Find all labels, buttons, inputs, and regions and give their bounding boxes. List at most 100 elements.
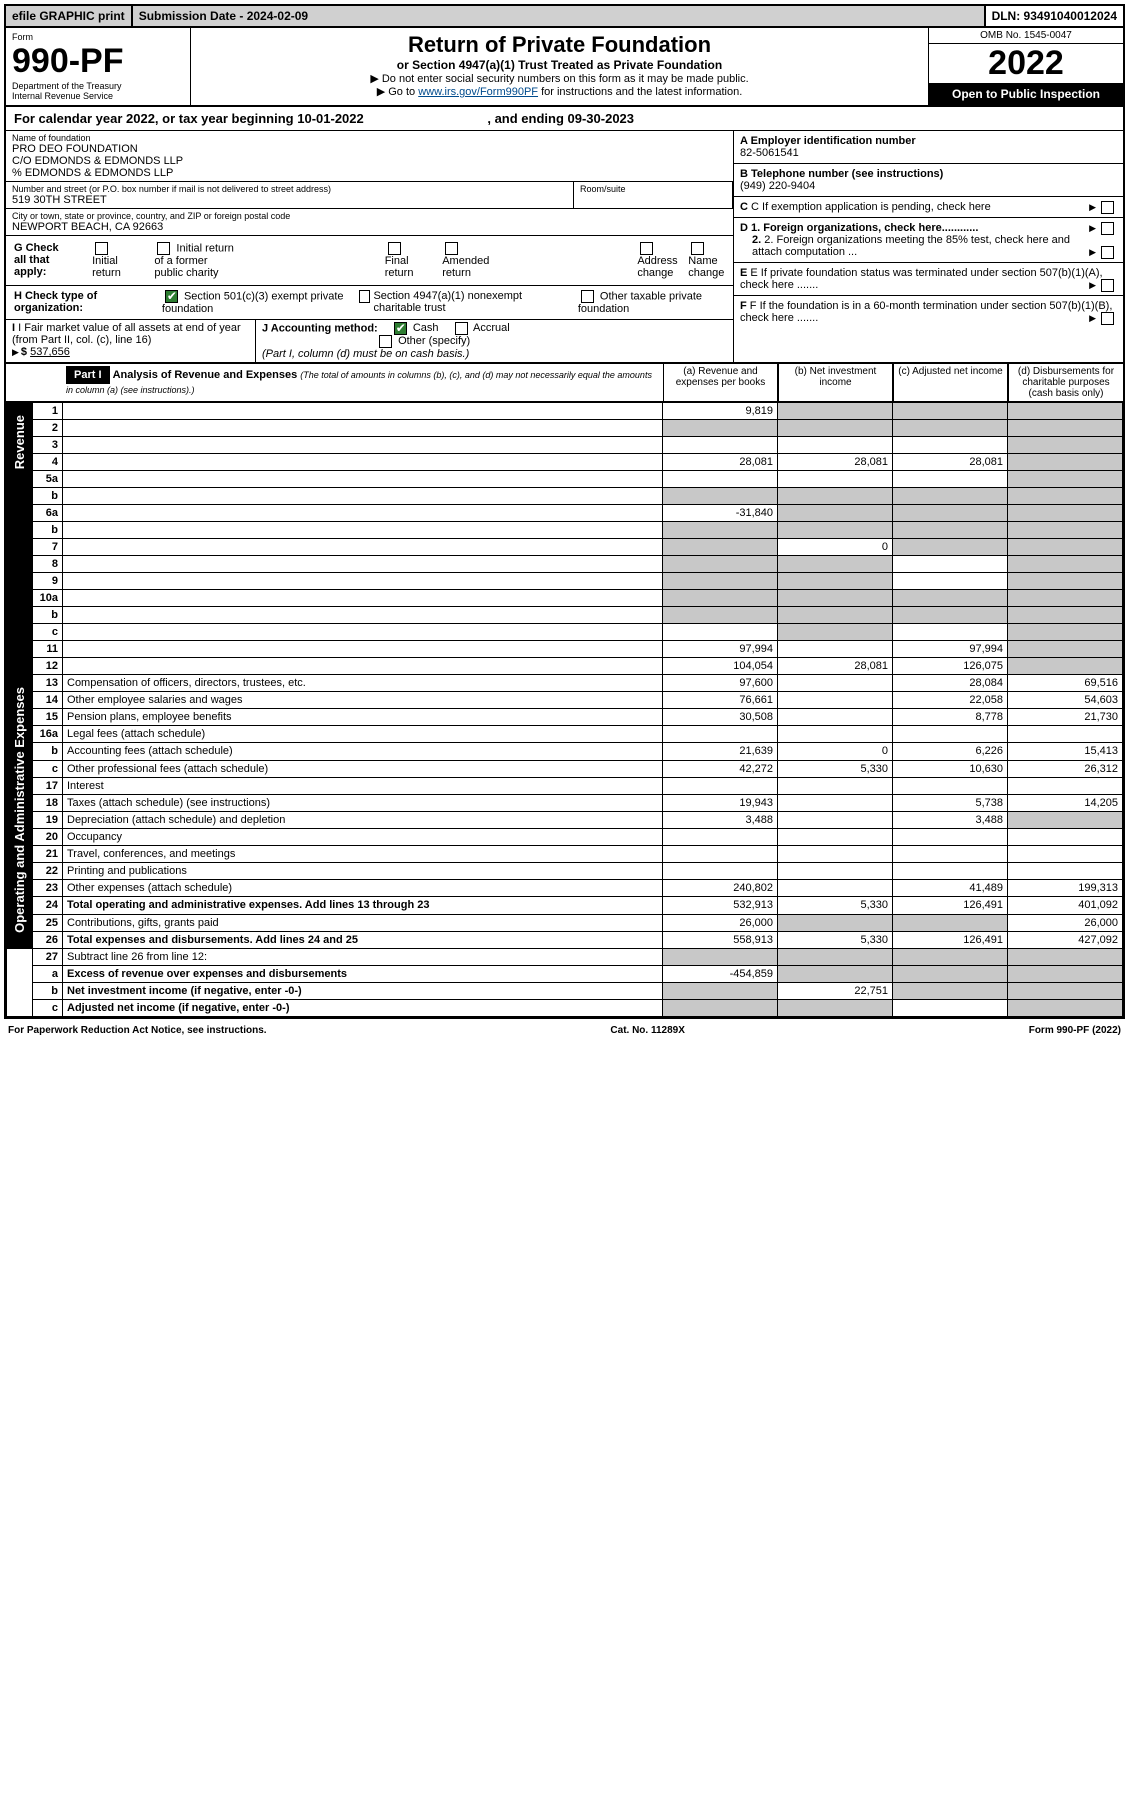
table-row: 15 Pension plans, employee benefits 30,5…: [7, 709, 1123, 726]
g-opt-0: Initial return: [92, 255, 121, 279]
table-cell: [663, 846, 778, 863]
line-number: a: [33, 965, 63, 982]
table-cell: [893, 777, 1008, 794]
j-note: (Part I, column (d) must be on cash basi…: [262, 348, 469, 360]
checkbox-other-method[interactable]: [379, 335, 392, 348]
g-opt-4: Address change: [637, 255, 677, 279]
line-number: 27: [33, 948, 63, 965]
table-cell: 97,600: [663, 675, 778, 692]
table-row: 26 Total expenses and disbursements. Add…: [7, 931, 1123, 948]
line-number: 17: [33, 777, 63, 794]
table-row: b: [7, 607, 1123, 624]
table-row: 25 Contributions, gifts, grants paid 26,…: [7, 914, 1123, 931]
table-row: 8: [7, 556, 1123, 573]
line-number: 21: [33, 846, 63, 863]
table-row: b: [7, 522, 1123, 539]
line-description: Travel, conferences, and meetings: [63, 846, 663, 863]
checkbox-cash[interactable]: [394, 322, 407, 335]
checkbox-f[interactable]: [1101, 312, 1114, 325]
table-cell: [663, 982, 778, 999]
checkbox-address-change[interactable]: [640, 242, 653, 255]
table-cell: 21,730: [1008, 709, 1123, 726]
final-side: [7, 948, 33, 1016]
table-row: 23 Other expenses (attach schedule) 240,…: [7, 880, 1123, 897]
table-cell: [663, 726, 778, 743]
d2-label: 2. Foreign organizations meeting the 85%…: [752, 234, 1070, 258]
table-cell: 5,330: [778, 760, 893, 777]
line-number: b: [33, 982, 63, 999]
table-cell: [893, 607, 1008, 624]
name-block: Name of foundation PRO DEO FOUNDATION C/…: [6, 131, 733, 181]
line-number: 4: [33, 454, 63, 471]
b-label: B Telephone number (see instructions): [740, 168, 943, 180]
block-b: B Telephone number (see instructions) (9…: [734, 164, 1123, 197]
instr-link[interactable]: www.irs.gov/Form990PF: [418, 86, 538, 98]
checkbox-d2[interactable]: [1101, 246, 1114, 259]
line-number: 1: [33, 403, 63, 420]
line-description: [63, 505, 663, 522]
table-cell: [663, 948, 778, 965]
f-label: F If the foundation is in a 60-month ter…: [740, 300, 1112, 324]
line-description: Subtract line 26 from line 12:: [63, 948, 663, 965]
line-number: c: [33, 624, 63, 641]
checkbox-final-return[interactable]: [388, 242, 401, 255]
table-cell: [893, 420, 1008, 437]
street-value: 519 30TH STREET: [12, 194, 567, 206]
checkbox-501c3[interactable]: [165, 290, 178, 303]
entity-block: Name of foundation PRO DEO FOUNDATION C/…: [6, 131, 1123, 362]
table-cell: [1008, 454, 1123, 471]
section-i: I I Fair market value of all assets at e…: [6, 320, 256, 362]
line-number: 11: [33, 641, 63, 658]
entity-left: Name of foundation PRO DEO FOUNDATION C/…: [6, 131, 733, 362]
checkbox-amended[interactable]: [445, 242, 458, 255]
checkbox-other-taxable[interactable]: [581, 290, 594, 303]
table-cell: [663, 471, 778, 488]
table-row: Revenue 1 9,819: [7, 403, 1123, 420]
table-cell: [663, 437, 778, 454]
table-cell: 104,054: [663, 658, 778, 675]
line-number: 23: [33, 880, 63, 897]
line-description: [63, 522, 663, 539]
table-cell: [778, 999, 893, 1016]
table-cell: [663, 828, 778, 845]
table-cell: 41,489: [893, 880, 1008, 897]
checkbox-4947[interactable]: [359, 290, 370, 303]
city-value: NEWPORT BEACH, CA 92663: [12, 221, 727, 233]
form-header: Form 990-PF Department of the Treasury I…: [6, 28, 1123, 107]
j-accrual: Accrual: [473, 322, 510, 334]
calyear-mid: , and ending: [484, 111, 568, 126]
line-description: Contributions, gifts, grants paid: [63, 914, 663, 931]
checkbox-name-change[interactable]: [691, 242, 704, 255]
checkbox-initial-former[interactable]: [157, 242, 170, 255]
part1-badge: Part I: [66, 366, 110, 384]
table-cell: 54,603: [1008, 692, 1123, 709]
checkbox-initial-return[interactable]: [95, 242, 108, 255]
line-description: Adjusted net income (if negative, enter …: [63, 999, 663, 1016]
line-description: Taxes (attach schedule) (see instruction…: [63, 794, 663, 811]
part1-table: Revenue 1 9,819 2 3 4 28,08128,08128,081…: [6, 402, 1123, 1017]
part1-title: Analysis of Revenue and Expenses: [113, 369, 298, 381]
table-cell: 97,994: [893, 641, 1008, 658]
line-number: 5a: [33, 471, 63, 488]
city-block: City or town, state or province, country…: [6, 209, 733, 235]
checkbox-c[interactable]: [1101, 201, 1114, 214]
table-cell: [893, 999, 1008, 1016]
checkbox-d1[interactable]: [1101, 222, 1114, 235]
table-cell: [663, 488, 778, 505]
table-cell: [778, 811, 893, 828]
top-bar: efile GRAPHIC print Submission Date - 20…: [6, 6, 1123, 28]
table-cell: 28,081: [893, 454, 1008, 471]
omb-number: OMB No. 1545-0047: [929, 28, 1123, 44]
table-cell: [778, 420, 893, 437]
table-cell: [1008, 999, 1123, 1016]
line-description: Total operating and administrative expen…: [63, 897, 663, 914]
line-number: 19: [33, 811, 63, 828]
checkbox-e[interactable]: [1101, 279, 1114, 292]
table-cell: -454,859: [663, 965, 778, 982]
line-description: Other expenses (attach schedule): [63, 880, 663, 897]
checkbox-accrual[interactable]: [455, 322, 468, 335]
room-block: Room/suite: [573, 182, 733, 208]
table-row: 5a: [7, 471, 1123, 488]
table-cell: 427,092: [1008, 931, 1123, 948]
table-cell: [778, 505, 893, 522]
